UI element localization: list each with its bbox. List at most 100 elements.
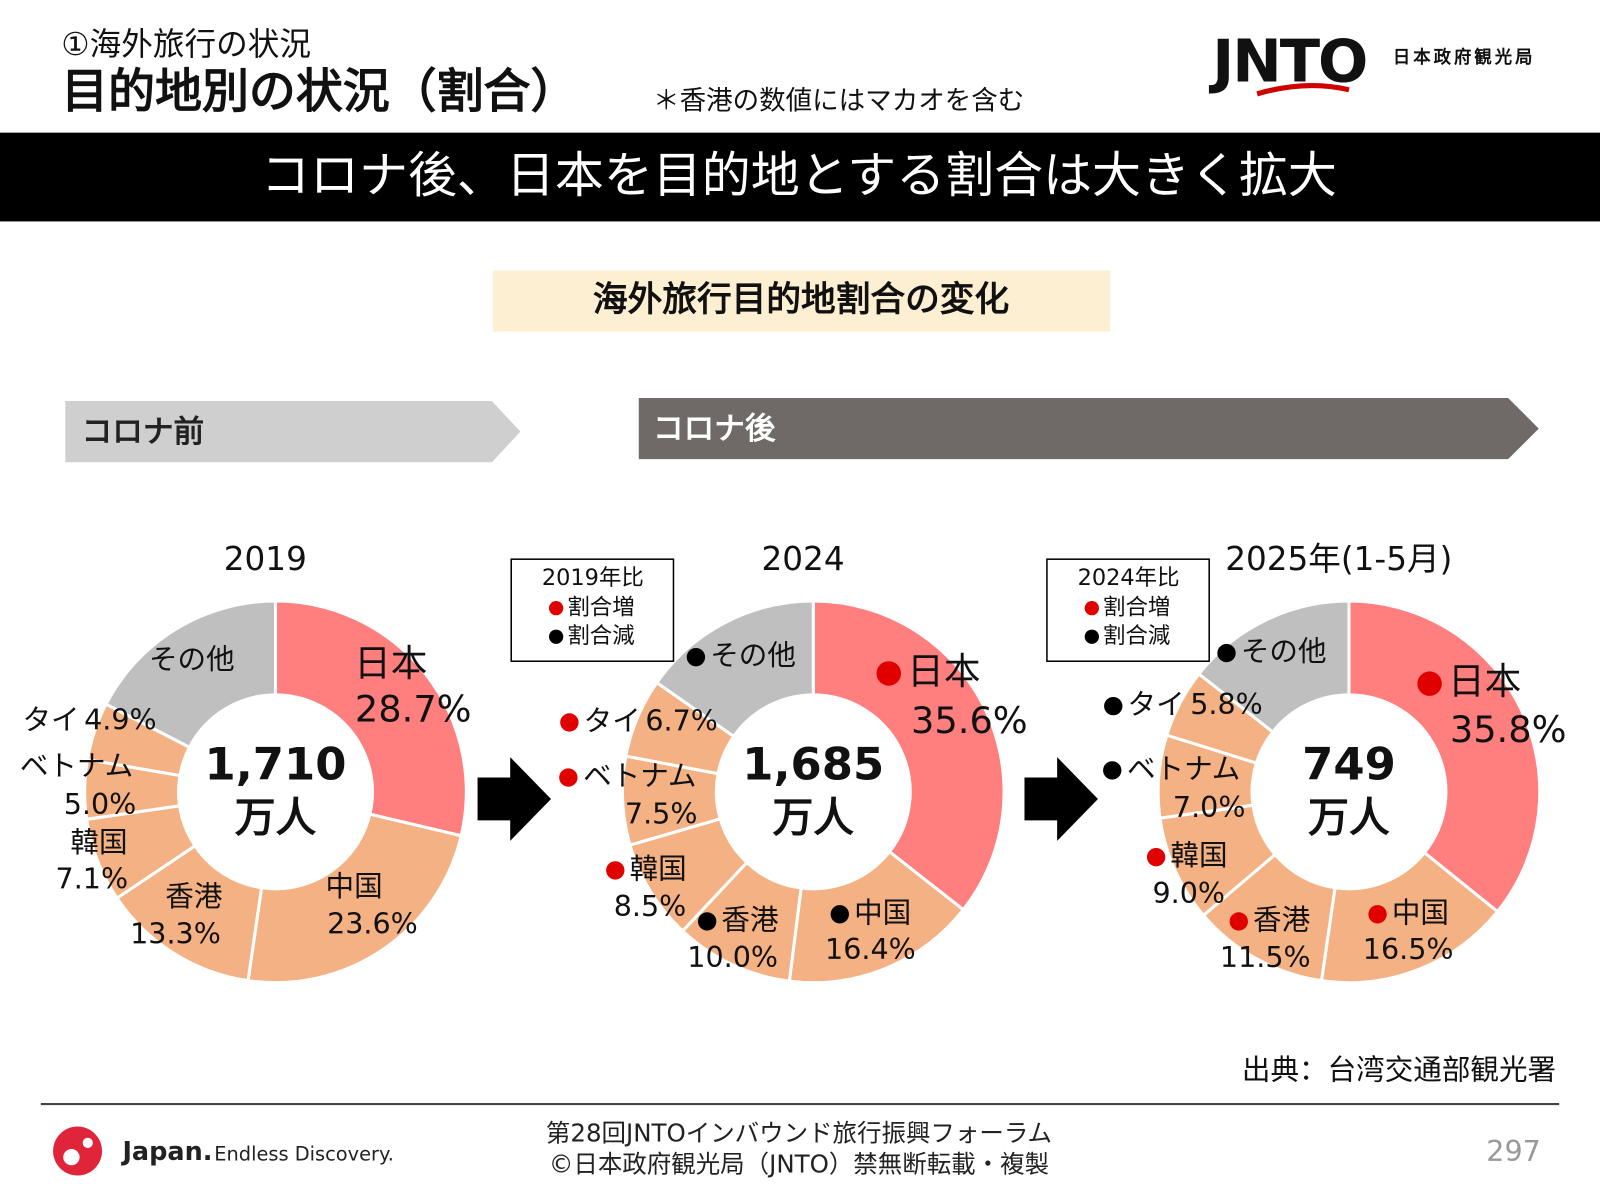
legend-marker [548,601,564,616]
value-label: 7.5% [625,796,698,830]
category-label: 日本 [907,650,980,693]
donut-segment [103,599,278,750]
change-marker [1146,847,1166,867]
legend-title: 2019年比 [542,565,644,591]
value-label: 13.3% [130,917,221,951]
value-label: 10.0% [687,940,778,974]
category-label: その他 [149,642,235,676]
chart-title: 2024 [762,540,845,578]
value-label: 35.8% [1450,708,1567,751]
legend-label: 割合減 [1103,623,1170,649]
legend-label: 割合増 [1103,595,1170,621]
legend-title: 2024年比 [1078,565,1180,591]
legend-marker [548,629,564,644]
category-label: 中国 [854,895,911,929]
center-total: 1,685 [742,737,884,790]
change-marker [1229,912,1248,931]
category-label: ベトナム [583,759,696,793]
value-label: 28.7% [355,688,472,731]
donut-segment [273,599,468,838]
change-marker [1217,643,1236,663]
value-label: 11.5% [1220,940,1311,974]
category-label: タイ [1128,687,1185,721]
category-label: 日本 [354,642,427,685]
donut-segment [654,599,815,739]
category-label: 韓国 [1170,838,1227,872]
category-label: 韓国 [70,825,127,859]
legend-box [1046,558,1210,662]
value-label: 16.4% [825,932,916,966]
category-label: 中国 [326,869,383,903]
category-label: 韓国 [630,851,687,885]
value-label: 8.5% [614,889,687,923]
center-unit: 万人 [772,793,854,841]
category-label: 香港 [165,879,222,913]
logo-swoosh [1256,83,1350,97]
category-label: 日本 [1448,660,1521,703]
change-marker [830,905,849,924]
category-label: 中国 [1392,895,1449,929]
section-title: ①海外旅行の状況 [61,27,311,63]
slide-title: 目的地別の状況（割合） [61,64,577,119]
value-label: 6.7% [645,703,718,737]
brand: Japan. [120,1137,212,1167]
change-marker [1417,671,1442,696]
donut-segment [1196,599,1351,735]
category-label: ベトナム [20,748,133,782]
change-marker [1103,761,1122,780]
logo-subtext: 日本政府観光局 [1393,47,1536,68]
legend-label: 割合増 [567,595,634,621]
donut-segment [787,849,966,985]
change-marker [697,912,717,931]
page-number: 297 [1486,1134,1541,1168]
japan-logo [53,1126,103,1176]
value-label: 7.1% [56,862,129,896]
logo-text: JNTO [1208,26,1366,95]
note: ＊香港の数値にはマカオを含む [653,86,1024,117]
footer-line: 第28回JNTOインバウンド旅行振興フォーラム [546,1119,1052,1148]
legend-marker [1084,601,1099,616]
change-marker [560,713,579,732]
logo-mark [63,1148,80,1166]
category-label: その他 [1241,634,1327,668]
source: 出典：台湾交通部観光署 [1242,1052,1556,1086]
subtitle: 海外旅行目的地割合の変化 [593,279,1009,320]
category-label: ベトナム [1127,751,1240,785]
logo-mark [82,1137,93,1148]
center-unit: 万人 [235,793,317,841]
center-total: 749 [1302,737,1396,790]
value-label: 5.8% [1190,687,1263,721]
change-marker [606,861,625,880]
charts: 20191,710万人日本28.7%中国23.6%香港13.3%韓国7.1%ベト… [20,540,1567,985]
period-after: コロナ後 [653,412,776,447]
change-marker [686,647,706,667]
category-label: その他 [710,638,796,672]
change-marker [559,768,578,787]
value-label: 7.0% [1173,790,1246,824]
center-unit: 万人 [1308,793,1390,841]
arrow [1024,757,1098,841]
tagline: Endless Discovery. [214,1143,394,1166]
value-label: 23.6% [327,907,418,941]
period-after-bg [638,397,1539,460]
banner-bg [0,132,1600,222]
subtitle-box [492,270,1111,332]
banner-text: コロナ後、日本を目的地とする割合は大きく拡大 [261,147,1337,204]
center-total: 1,710 [205,737,347,790]
value-label: 4.9% [84,702,157,736]
donut-segment [246,812,464,985]
donut-segment [1347,599,1542,914]
category-label: タイ [22,702,79,736]
change-marker [1368,905,1387,924]
value-label: 5.0% [64,787,137,821]
chart-title: 2025年(1-5月) [1225,540,1452,578]
legend-marker [1084,629,1099,644]
change-marker [1104,696,1123,716]
category-label: 香港 [721,902,778,936]
chart-title: 2019 [224,540,307,578]
donut-segment [1319,850,1500,985]
legend-label: 割合減 [567,623,634,649]
value-label: 16.5% [1363,932,1454,966]
